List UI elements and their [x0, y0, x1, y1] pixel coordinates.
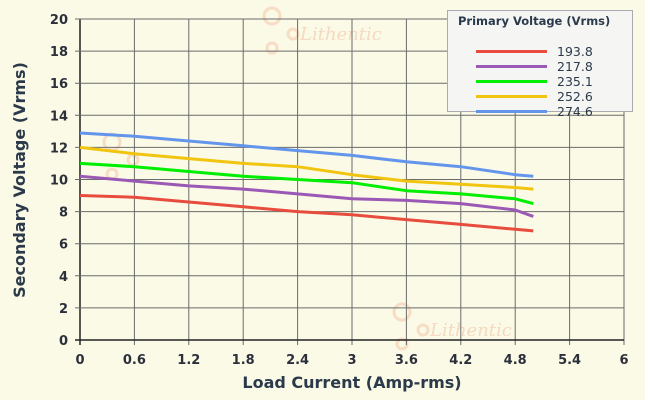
y-tick-label: 20 — [50, 13, 68, 28]
x-tick-label: 4.8 — [504, 353, 527, 368]
series-line-217.8 — [79, 174, 534, 218]
legend-item: 235.1 — [476, 73, 593, 89]
legend-item: 217.8 — [476, 58, 593, 74]
y-tick-labels: 0 2 4 6 8 10 12 14 16 18 20 — [50, 13, 68, 349]
x-tick-label: 4.2 — [449, 353, 472, 368]
x-tick-label: 1.2 — [177, 353, 200, 368]
legend: Primary Voltage (Vrms) 193.8 217.8 235.1 25… — [447, 10, 633, 119]
y-tick-label: 18 — [50, 45, 68, 60]
legend-swatch — [476, 49, 547, 53]
x-tick-label: 3.6 — [395, 353, 418, 368]
y-tick-label: 12 — [50, 141, 68, 156]
legend-swatch — [476, 79, 547, 83]
watermark-text: Lithentic — [429, 320, 512, 341]
legend-label: 274.6 — [557, 103, 593, 119]
legend-swatch — [476, 109, 547, 113]
x-tick-label: 2.4 — [286, 353, 309, 368]
y-tick-label: 2 — [59, 302, 68, 317]
legend-label: 252.6 — [557, 88, 593, 104]
x-tick-label: 3 — [347, 353, 356, 368]
legend-label: 193.8 — [557, 43, 593, 59]
y-tick-label: 10 — [50, 174, 68, 189]
series-line-235.1 — [79, 161, 534, 206]
x-tick-label: 5.4 — [558, 353, 581, 368]
y-tick-label: 4 — [59, 270, 68, 285]
series-line-274.6 — [79, 131, 534, 178]
x-tick-label: 0.6 — [123, 353, 146, 368]
x-tick-label: 1.8 — [232, 353, 255, 368]
series-line-252.6 — [79, 145, 534, 191]
y-axis-label: Secondary Voltage (Vrms) — [10, 62, 29, 298]
legend-label: 235.1 — [557, 73, 593, 89]
x-tick-label: 0 — [75, 353, 84, 368]
legend-title: Primary Voltage (Vrms) — [458, 14, 611, 28]
watermark-text: Lithentic — [299, 24, 382, 45]
legend-label: 217.8 — [557, 58, 593, 74]
x-tick-label: 6 — [619, 353, 628, 368]
legend-item: 252.6 — [476, 88, 593, 104]
watermark-logo: Lithentic — [262, 6, 382, 55]
watermark-logo: Lithentic — [392, 302, 512, 351]
x-axis-label: Load Current (Amp-rms) — [242, 373, 461, 392]
y-tick-label: 8 — [59, 206, 68, 221]
legend-item: 193.8 — [476, 43, 593, 59]
series-lines — [79, 131, 534, 233]
legend-swatch — [476, 94, 547, 98]
y-tick-label: 6 — [59, 238, 68, 253]
y-tick-label: 0 — [59, 334, 68, 349]
legend-swatch — [476, 64, 547, 68]
watermark-logo — [102, 132, 140, 181]
y-tick-label: 14 — [50, 109, 68, 124]
y-tick-label: 16 — [50, 77, 68, 92]
x-tick-labels: 0 0.6 1.2 1.8 2.4 3 3.6 4.2 4.8 5.4 6 — [75, 353, 628, 368]
legend-item: 274.6 — [476, 103, 593, 119]
series-line-193.8 — [79, 194, 534, 233]
